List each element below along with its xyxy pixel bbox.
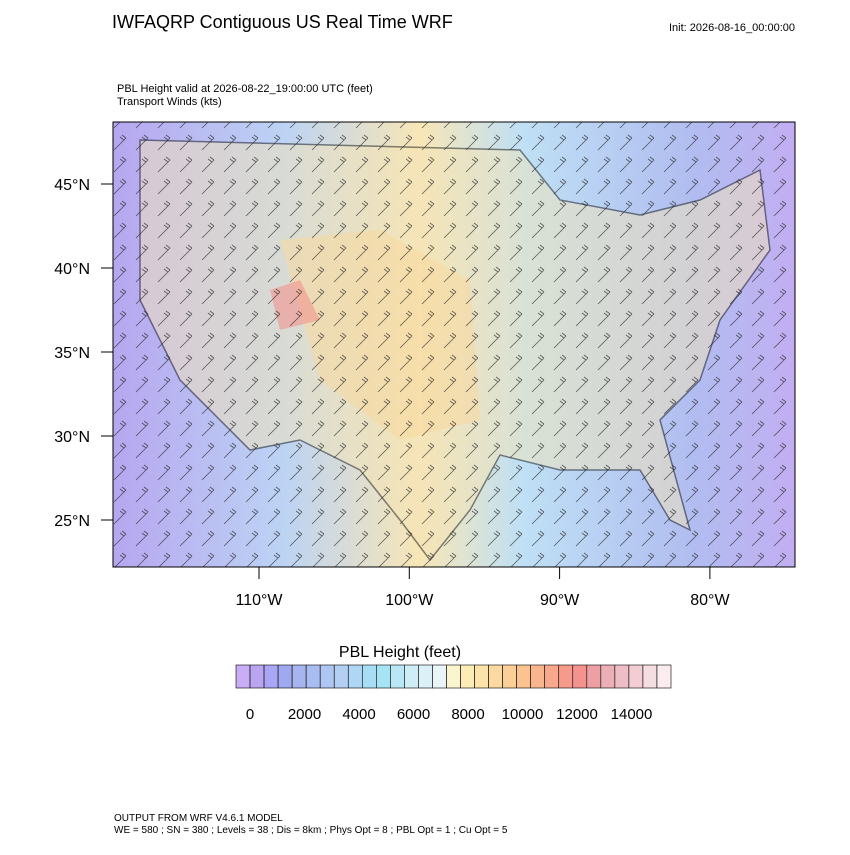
colorbar-label: 2000 [288,706,321,723]
lon-label: 110°W [235,592,283,609]
colorbar-label: 0 [246,706,254,723]
lon-label: 80°W [690,592,730,609]
colorbar-box [347,664,363,689]
colorbar-box [361,664,377,689]
lat-label: 25°N [54,513,90,530]
lon-label: 90°W [540,592,580,609]
colorbar-box [249,664,265,689]
colorbar-label: 4000 [342,706,375,723]
colorbar-box [390,664,405,689]
colorbar-box [263,664,279,689]
colorbar-label: 12000 [556,706,598,723]
colorbar-box [418,664,433,689]
colorbar-box [516,664,531,689]
colorbar-box [277,664,293,689]
subtitle: PBL Height valid at 2026-08-22_19:00:00 … [117,83,373,95]
colorbar-box [544,664,560,689]
footer: OUTPUT FROM WRF V4.6.1 MODEL [114,813,283,824]
colorbar-box [404,664,419,689]
lat-label: 45°N [54,177,90,194]
colorbar-box [628,664,644,689]
colorbar-box [291,664,307,689]
lon-label: 100°W [385,592,434,609]
lat-label: 35°N [54,345,90,362]
colorbar-box [474,664,489,689]
colorbar-box [614,664,630,689]
colorbar-box [572,664,588,689]
colorbar-box [642,664,658,689]
colorbar-box [586,664,602,689]
lat-label: 40°N [54,261,90,278]
colorbar-box [530,664,546,689]
colorbar-box [235,664,251,689]
colorbar-box [488,664,503,689]
colorbar-box [305,664,321,689]
colorbar-box [600,664,616,689]
colorbar-label: 14000 [611,706,653,723]
title: IWFAQRP Contiguous US Real Time WRF [112,12,453,32]
colorbar-box [376,664,391,689]
lat-label: 30°N [54,429,90,446]
colorbar-box [446,664,461,689]
colorbar-box [432,664,447,689]
colorbar-label: 6000 [397,706,430,723]
colorbar-title: PBL Height (feet) [339,644,461,661]
colorbar-label: 10000 [502,706,544,723]
footer: WE = 580 ; SN = 380 ; Levels = 38 ; Dis … [114,825,508,836]
colorbar-box [656,664,672,689]
colorbar-label: 8000 [451,706,484,723]
colorbar-box [333,664,349,689]
init-time: Init: 2026-08-16_00:00:00 [669,22,795,34]
colorbar-box [460,664,475,689]
colorbar-box [502,664,517,689]
subtitle: Transport Winds (kts) [117,96,222,108]
map [112,121,796,568]
colorbar-box [558,664,574,689]
colorbar-box [319,664,335,689]
